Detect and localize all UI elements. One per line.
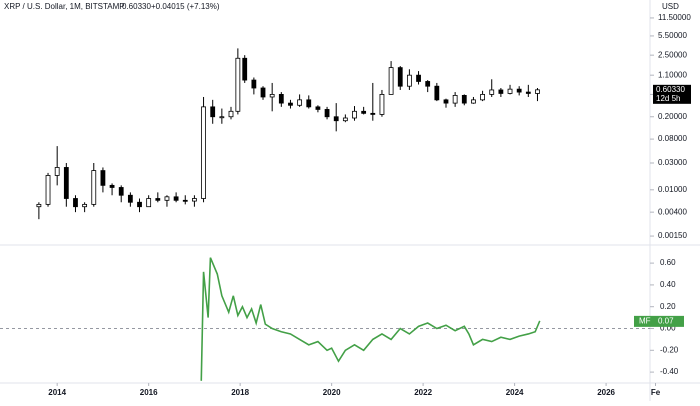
- change: +0.04015 (+7.13%): [151, 2, 220, 11]
- candle-body: [155, 198, 161, 201]
- candle-body: [109, 184, 115, 188]
- candle-body: [297, 99, 303, 106]
- x-tick-label: 2018: [231, 388, 249, 397]
- x-tick-label: 2014: [48, 388, 66, 397]
- candle-body: [36, 203, 42, 208]
- x-tick-label: 2024: [506, 388, 524, 397]
- candle-body: [210, 106, 216, 118]
- candle-body: [461, 95, 467, 104]
- y-tick-label: 0.60: [660, 258, 676, 267]
- candle-body: [306, 99, 312, 108]
- candle-body: [406, 74, 412, 87]
- candle-body: [498, 89, 504, 94]
- candle-body: [480, 94, 485, 101]
- candle-body: [507, 88, 513, 94]
- indicator-badge: [634, 315, 684, 327]
- candle-body: [91, 170, 97, 205]
- countdown: 12d 5h: [656, 94, 680, 103]
- indicator-line: [200, 257, 541, 381]
- y-tick-label: 0.20: [660, 302, 676, 311]
- candle-body: [535, 89, 540, 94]
- candle-body: [201, 106, 206, 199]
- candle-body: [452, 95, 458, 104]
- candle-body: [164, 196, 170, 201]
- candle-body: [324, 109, 330, 118]
- candle-body: [192, 198, 197, 202]
- y-tick-label: 0.00400: [658, 207, 687, 216]
- candle-body: [361, 110, 367, 114]
- y-tick-label: 0.01000: [658, 185, 687, 194]
- candle-body: [315, 106, 321, 110]
- y-tick-label: 2.50000: [658, 50, 687, 59]
- y-tick-label: 0.40: [660, 280, 676, 289]
- candle-body: [63, 167, 69, 199]
- candle-body: [127, 194, 133, 203]
- x-tick-label: 2016: [140, 388, 158, 397]
- candle-body: [278, 94, 284, 104]
- y-tick-label: -0.40: [660, 367, 679, 376]
- y-tick-label: 0.00150: [658, 231, 687, 240]
- candle-body: [443, 99, 449, 104]
- currency: USD: [662, 2, 679, 11]
- candle-body: [525, 91, 531, 94]
- candle-body: [516, 88, 522, 93]
- candle-body: [352, 110, 357, 119]
- candle-body: [269, 94, 275, 98]
- candle-body: [82, 203, 88, 208]
- candle-body: [489, 89, 495, 95]
- candle-body: [228, 110, 234, 118]
- y-tick-label: -0.20: [660, 345, 679, 354]
- last-price: 0.60330: [122, 2, 151, 11]
- candle-body: [118, 187, 124, 196]
- last-price-badge: [653, 84, 691, 104]
- candle-body: [45, 175, 51, 205]
- candle-body: [333, 116, 339, 122]
- candle-body: [288, 102, 293, 106]
- x-tick-label: 2026: [597, 388, 615, 397]
- x-tick-label: 2022: [414, 388, 432, 397]
- y-tick-label: 11.50000: [658, 13, 691, 22]
- candle-body: [54, 167, 60, 176]
- y-tick-label: 1.10000: [658, 70, 687, 79]
- candle-body: [388, 67, 394, 95]
- y-tick-label: 0.00: [660, 324, 676, 333]
- symbol[interactable]: XRP / U.S. Dollar, 1M, BITSTAMP: [4, 2, 125, 11]
- candle-body: [219, 116, 225, 119]
- candle-body: [73, 198, 78, 208]
- candle-body: [471, 99, 476, 104]
- x-tick-label: Fe: [651, 388, 661, 397]
- y-tick-label: 0.03000: [658, 158, 687, 167]
- candle-body: [416, 74, 421, 82]
- candle-body: [342, 117, 348, 122]
- candle-body: [146, 198, 152, 208]
- candle-body: [251, 79, 257, 89]
- last-price-label: 0.60330: [656, 85, 685, 94]
- candle-body: [425, 81, 431, 87]
- indicator-name: MF: [639, 316, 651, 325]
- x-tick-label: 2020: [323, 388, 341, 397]
- y-tick-label: 0.20000: [658, 112, 687, 121]
- indicator-value: 0.07: [658, 316, 674, 325]
- candle-body: [379, 94, 385, 115]
- candle-body: [173, 196, 179, 201]
- candle-body: [397, 67, 403, 87]
- candle-body: [370, 112, 376, 115]
- candle-body: [260, 87, 266, 98]
- candle-body: [242, 57, 248, 81]
- candle-body: [434, 85, 440, 101]
- y-tick-label: 5.50000: [658, 31, 687, 40]
- y-tick-label: 0.08000: [658, 134, 687, 143]
- candle-body: [100, 170, 106, 186]
- candle-body: [137, 201, 142, 208]
- candle-body: [235, 57, 241, 112]
- candle-body: [182, 199, 188, 202]
